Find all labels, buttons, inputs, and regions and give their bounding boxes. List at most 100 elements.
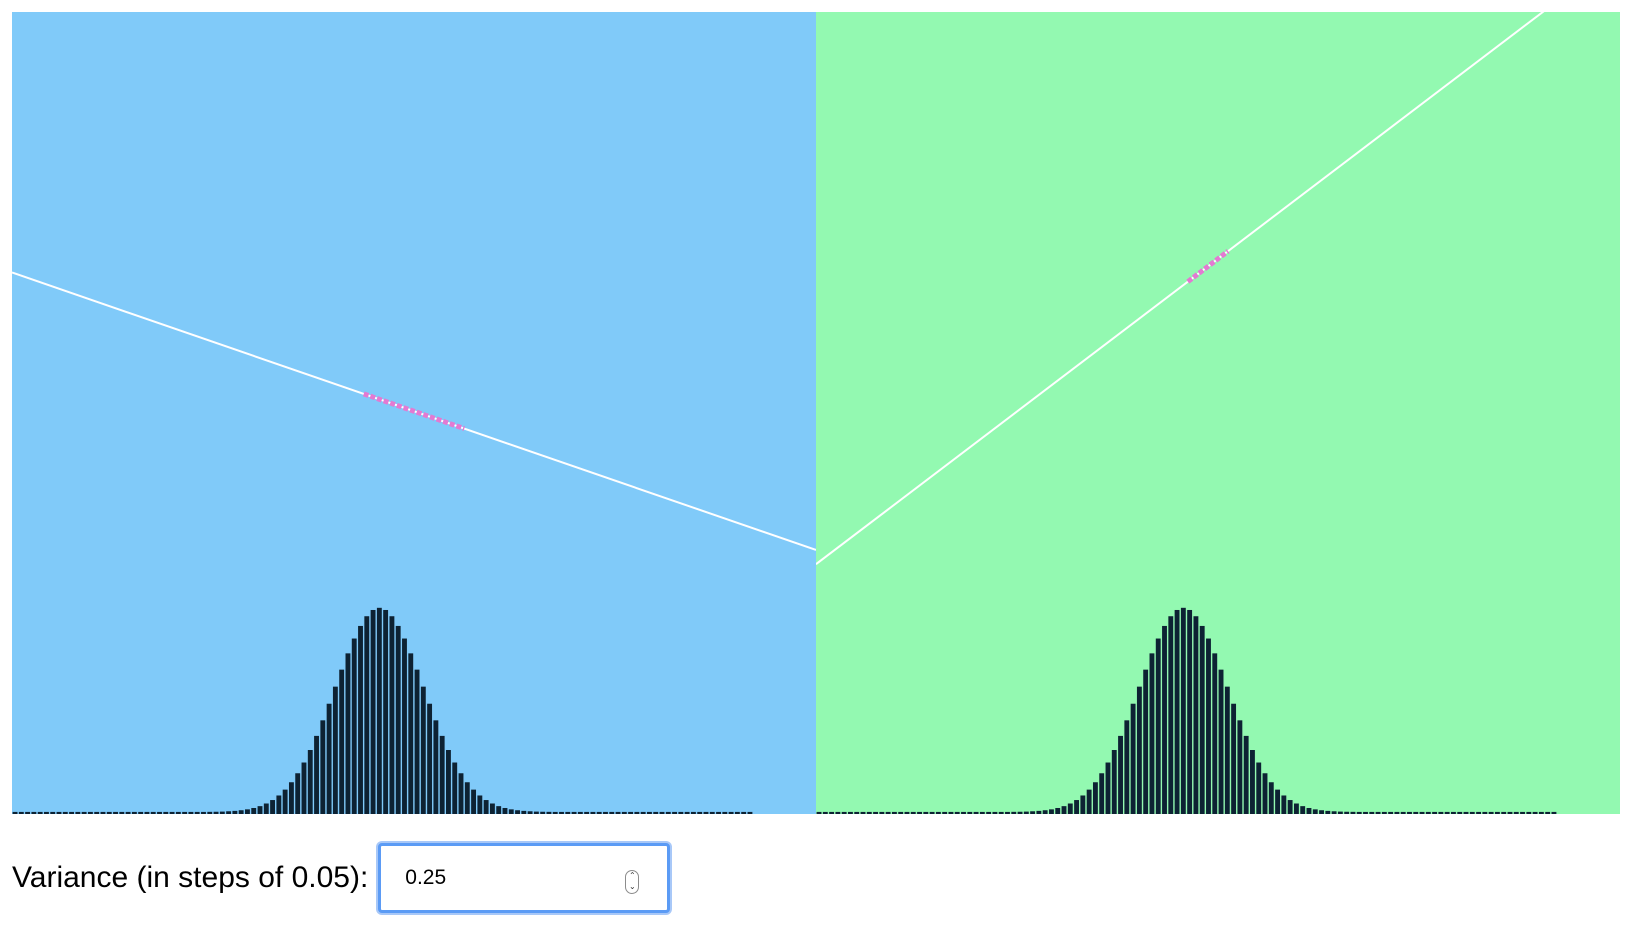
right-histogram-bar: [1067, 803, 1073, 814]
left-histogram-bar: [728, 811, 734, 814]
right-histogram-bar: [1092, 782, 1098, 814]
spinner-down-icon[interactable]: ⌄: [628, 882, 636, 891]
left-histogram-bar: [533, 811, 539, 814]
left-histogram-bar: [138, 811, 144, 814]
left-histogram-bar: [483, 800, 489, 814]
right-histogram-bar: [1520, 811, 1525, 814]
left-histogram-bar: [376, 607, 382, 814]
left-histogram-bar: [37, 811, 43, 814]
right-histogram-bar: [935, 811, 941, 814]
right-histogram-bar: [1049, 809, 1054, 814]
left-histogram-bar: [716, 811, 721, 814]
left-histogram-bar: [131, 811, 137, 814]
left-histogram-bar: [665, 811, 671, 814]
right-histogram-bar: [1375, 811, 1381, 814]
right-histogram-bar: [1023, 811, 1029, 814]
variance-input-box[interactable]: ⌃ ⌄: [378, 843, 671, 913]
right-histogram-bar: [1287, 800, 1293, 814]
right-histogram-bar: [904, 811, 910, 814]
right-histogram-bar: [1532, 811, 1538, 814]
right-histogram-bar: [1250, 750, 1255, 814]
right-histogram-bar: [1507, 811, 1513, 814]
left-histogram-bar: [458, 773, 464, 814]
right-histogram-bar: [1199, 625, 1205, 814]
right-histogram-bar: [1268, 782, 1274, 814]
right-histogram-bar: [1017, 811, 1023, 814]
left-histogram-bar: [251, 807, 257, 814]
left-histogram-bar: [288, 782, 294, 814]
left-histogram-bar: [326, 703, 332, 814]
right-histogram-bar: [1400, 811, 1406, 814]
left-histogram-bar: [232, 810, 238, 814]
right-histogram-bar: [1438, 811, 1444, 814]
left-histogram-bar: [452, 762, 458, 814]
spinner-up-icon[interactable]: ⌃: [628, 871, 636, 880]
left-histogram-bar: [169, 811, 175, 814]
right-histogram-bar: [1105, 762, 1111, 814]
right-histogram-bar: [1312, 809, 1318, 814]
left-histogram-panel: [12, 12, 816, 814]
left-histogram-bar: [659, 811, 665, 814]
left-histogram-bar: [446, 750, 451, 814]
left-histogram-bar: [364, 616, 370, 814]
right-histogram-bar: [1174, 609, 1180, 814]
right-histogram-bar: [1118, 735, 1123, 814]
right-histogram-bar: [829, 811, 835, 814]
right-histogram-bar: [1155, 638, 1161, 814]
right-histogram-bar: [1042, 810, 1048, 814]
left-histogram-bar: [408, 653, 414, 814]
left-histogram-bar: [81, 811, 87, 814]
right-histogram-bar: [1086, 789, 1092, 814]
left-histogram-bar: [678, 811, 684, 814]
right-histogram-bar: [841, 811, 847, 814]
left-histogram-bar: [389, 616, 395, 814]
left-histogram-bar: [433, 720, 439, 814]
left-histogram-bar: [653, 811, 659, 814]
left-histogram-bar: [402, 638, 407, 814]
right-histogram-bar: [1036, 810, 1042, 814]
variance-input[interactable]: [389, 854, 626, 902]
left-histogram-bar: [370, 609, 376, 814]
right-plot-background: [816, 12, 1620, 814]
left-histogram-bar: [31, 811, 37, 814]
left-histogram-bar: [628, 811, 634, 814]
left-histogram-bar: [270, 800, 276, 814]
right-histogram-bar: [1231, 703, 1237, 814]
left-histogram-bar: [395, 625, 401, 814]
right-histogram-bar: [1538, 811, 1544, 814]
left-histogram-bar: [194, 811, 200, 814]
right-histogram-bar: [948, 811, 954, 814]
left-histogram-bar: [307, 750, 313, 814]
left-histogram-bar: [18, 811, 24, 814]
right-histogram-bar: [1394, 811, 1400, 814]
left-histogram-bar: [295, 773, 301, 814]
left-histogram-bar: [44, 811, 49, 814]
left-histogram-bar: [603, 811, 608, 814]
right-histogram-bar: [998, 811, 1004, 814]
right-histogram-panel: [816, 12, 1620, 814]
left-histogram-bar: [94, 811, 100, 814]
right-histogram-bar: [1237, 720, 1243, 814]
left-histogram-bar: [634, 811, 640, 814]
left-histogram-bar: [439, 735, 445, 814]
right-histogram-bar: [1224, 686, 1230, 814]
right-histogram-bar: [1501, 811, 1507, 814]
left-histogram-bar: [213, 811, 219, 814]
right-histogram-bar: [1457, 811, 1463, 814]
left-histogram-bar: [276, 795, 282, 814]
left-histogram-bar: [734, 811, 740, 814]
right-histogram-bar: [967, 811, 973, 814]
left-histogram-bar: [527, 811, 533, 814]
left-histogram-bar: [565, 811, 571, 814]
left-histogram-bar: [672, 811, 678, 814]
variance-spinner[interactable]: ⌃ ⌄: [625, 870, 640, 894]
right-histogram-bar: [1350, 811, 1356, 814]
right-histogram-bar: [822, 811, 828, 814]
left-histogram-bar: [56, 811, 62, 814]
right-histogram-bar: [1111, 750, 1117, 814]
left-histogram-bar: [747, 811, 753, 814]
right-histogram-bar: [1306, 807, 1312, 814]
right-histogram-bar: [1551, 811, 1557, 814]
left-histogram-bar: [722, 811, 728, 814]
right-histogram-bar: [1413, 811, 1419, 814]
